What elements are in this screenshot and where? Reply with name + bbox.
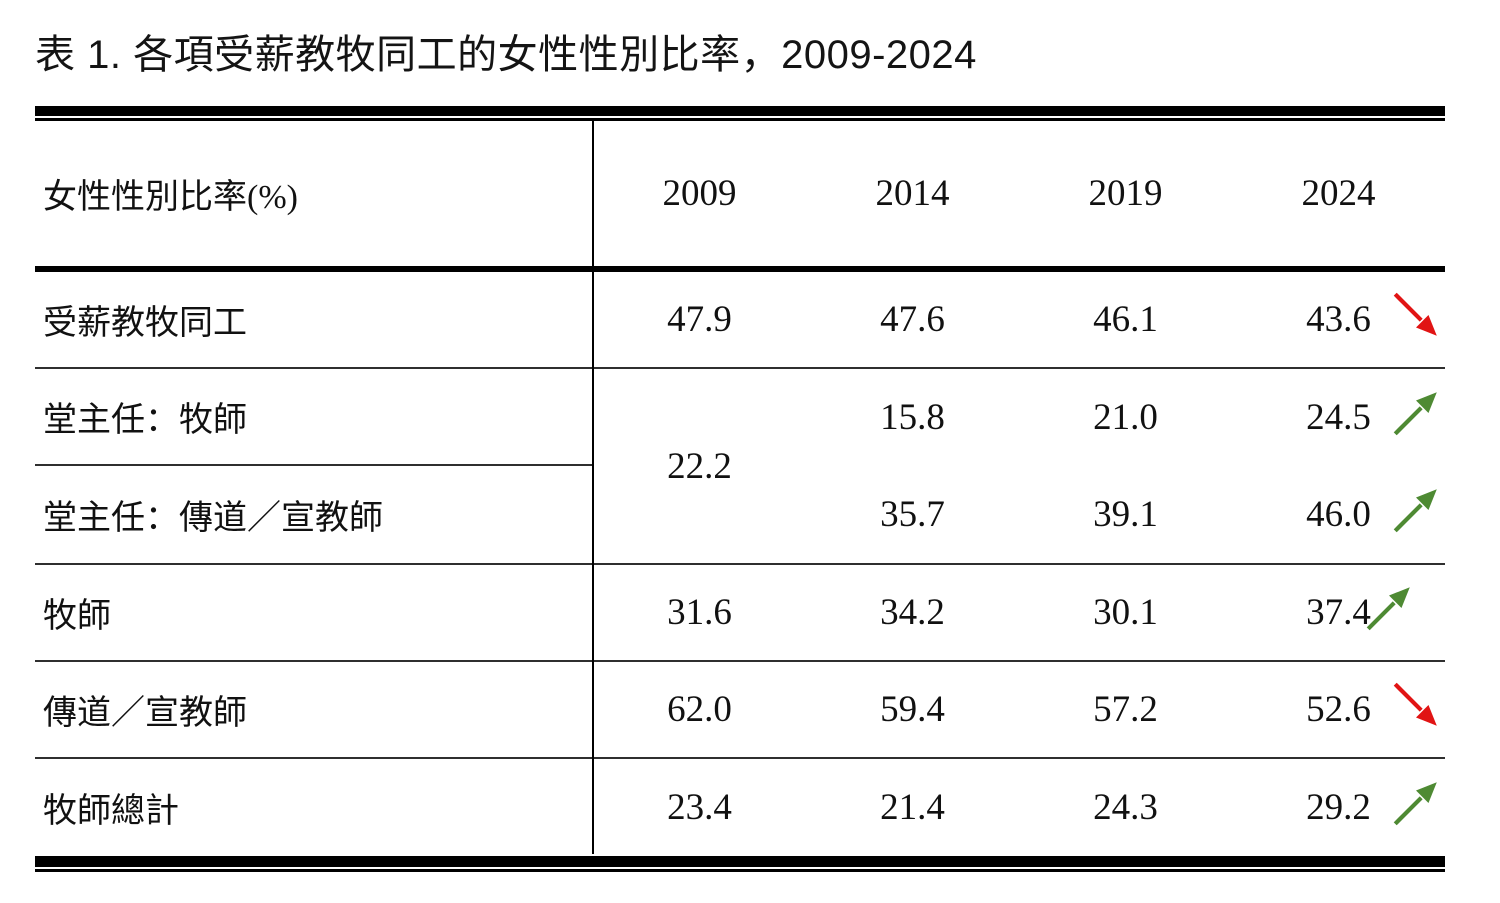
table-row: 牧師 31.6 34.2 30.1 37.4 bbox=[35, 565, 1445, 662]
header-year-2019: 2019 bbox=[1088, 173, 1163, 214]
table-header-row: 女性性別比率(%) 2009 2014 2019 2024 bbox=[35, 121, 1445, 272]
cell-value: 37.4 bbox=[1232, 586, 1445, 634]
bottom-border bbox=[35, 856, 1445, 872]
bottom-border-thick bbox=[35, 856, 1445, 867]
top-border-thin bbox=[35, 118, 1445, 121]
row-label: 受薪教牧同工 bbox=[43, 305, 247, 342]
cell-value: 46.0 bbox=[1232, 466, 1445, 563]
trend-up-icon bbox=[1390, 777, 1442, 839]
cell-value: 29.2 bbox=[1232, 781, 1445, 829]
merged-cell-value: 22.2 bbox=[667, 445, 732, 487]
row-label: 堂主任：牧師 bbox=[35, 369, 593, 466]
trend-down-icon bbox=[1390, 289, 1442, 351]
cell-value: 43.6 bbox=[1232, 292, 1445, 341]
cell-value: 46.1 bbox=[1093, 299, 1158, 340]
table-title: 表 1. 各項受薪教牧同工的女性性別比率，2009-2024 bbox=[35, 33, 977, 77]
cell-value: 21.4 bbox=[880, 787, 945, 828]
cell-value: 52.6 bbox=[1232, 682, 1445, 731]
header-year-2024: 2024 bbox=[1301, 173, 1376, 214]
row-label: 牧師 bbox=[43, 598, 111, 635]
table-row: 受薪教牧同工 47.9 47.6 46.1 43.6 bbox=[35, 272, 1445, 369]
cell-value: 24.5 bbox=[1232, 369, 1445, 466]
trend-down-icon bbox=[1390, 679, 1442, 741]
trend-up-icon bbox=[1390, 387, 1442, 449]
header-label: 女性性別比率(%) bbox=[43, 179, 298, 216]
column-divider-line bbox=[592, 121, 594, 854]
cell-value: 23.4 bbox=[667, 787, 732, 828]
header-year-2014: 2014 bbox=[875, 173, 950, 214]
cell-value: 21.0 bbox=[1093, 397, 1158, 438]
cell-value: 34.2 bbox=[880, 592, 945, 633]
trend-up-icon bbox=[1363, 582, 1415, 644]
cell-value: 35.7 bbox=[880, 494, 945, 535]
cell-value: 24.3 bbox=[1093, 787, 1158, 828]
data-table: 女性性別比率(%) 2009 2014 2019 2024 受薪教牧同工 47.… bbox=[35, 106, 1445, 872]
top-border-thick bbox=[35, 106, 1445, 116]
cell-value: 47.6 bbox=[880, 299, 945, 340]
cell-value: 30.1 bbox=[1093, 592, 1158, 633]
cell-value: 62.0 bbox=[667, 689, 732, 730]
cell-value: 59.4 bbox=[880, 689, 945, 730]
cell-value: 57.2 bbox=[1093, 689, 1158, 730]
table-row: 傳道／宣教師 62.0 59.4 57.2 52.6 bbox=[35, 662, 1445, 759]
row-label: 傳道／宣教師 bbox=[43, 695, 247, 732]
cell-value: 39.1 bbox=[1093, 494, 1158, 535]
bottom-border-thin bbox=[35, 869, 1445, 872]
row-label: 堂主任：傳道／宣教師 bbox=[43, 500, 383, 537]
merged-row-pair: 堂主任：牧師 堂主任：傳道／宣教師 22.2 15.8 21.0 24.5 35… bbox=[35, 369, 1445, 565]
trend-up-icon bbox=[1390, 484, 1442, 546]
cell-value: 15.8 bbox=[880, 397, 945, 438]
cell-value: 31.6 bbox=[667, 592, 732, 633]
table-row: 牧師總計 23.4 21.4 24.3 29.2 bbox=[35, 759, 1445, 856]
row-label: 牧師總計 bbox=[43, 793, 179, 830]
header-year-2009: 2009 bbox=[662, 173, 737, 214]
cell-value: 47.9 bbox=[667, 299, 732, 340]
